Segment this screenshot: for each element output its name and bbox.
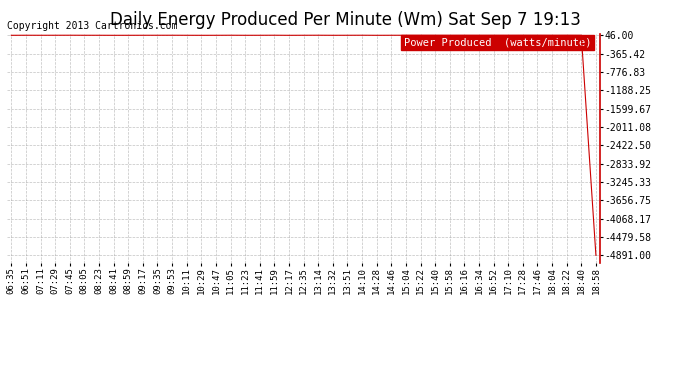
Text: Power Produced  (watts/minute): Power Produced (watts/minute) (404, 37, 591, 47)
Text: Copyright 2013 Cartronics.com: Copyright 2013 Cartronics.com (7, 21, 177, 31)
Text: Daily Energy Produced Per Minute (Wm) Sat Sep 7 19:13: Daily Energy Produced Per Minute (Wm) Sa… (110, 11, 580, 29)
